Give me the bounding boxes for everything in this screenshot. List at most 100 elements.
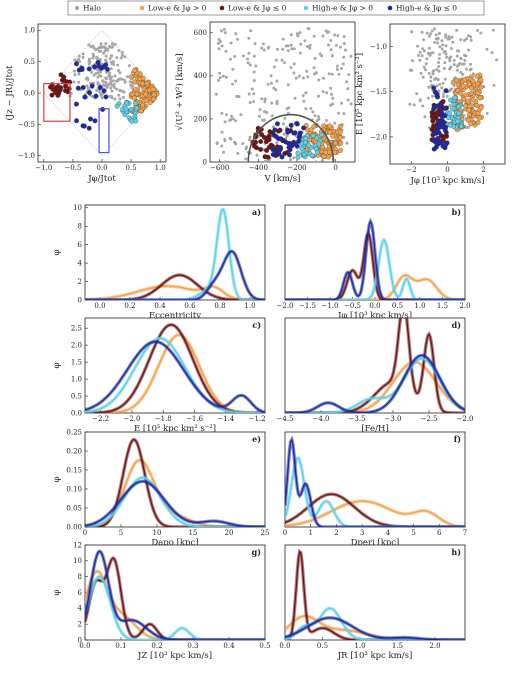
x-axis-label: Jφ [10³ kpc km/s] [409, 176, 484, 186]
halo-star [412, 103, 416, 107]
halo-star [267, 160, 271, 164]
halo-star [411, 59, 414, 63]
low-e-prograde-star [469, 85, 474, 91]
halo-star [425, 57, 429, 61]
halo-star [223, 120, 227, 124]
halo-star [87, 62, 91, 66]
kde-panel-g: 0.0 0.1 0.2 0.3 0.4 0.5 0 2 4 6 8 10 12 JZ [10³ kpc k… [52, 541, 271, 661]
halo-star [112, 42, 116, 46]
high-e-prograde-star [133, 118, 139, 124]
halo-star [313, 57, 317, 60]
halo-star [306, 27, 310, 31]
halo-star [461, 73, 465, 76]
halo-star [314, 160, 318, 164]
halo-star [304, 91, 308, 95]
kde-panel-f: 0 1 2 3 4 5 6 7 Dperi [kpc] f) [283, 431, 467, 548]
halo-star [427, 34, 431, 38]
halo-star [472, 72, 475, 76]
halo-star [449, 55, 453, 59]
x-tick-label: 2 [334, 529, 338, 537]
high-e-retrograde-star [87, 90, 92, 96]
halo-star [90, 95, 94, 98]
low-e-prograde-star [150, 86, 156, 92]
halo-star [111, 79, 115, 83]
halo-star [105, 85, 109, 89]
halo-star [298, 31, 302, 35]
low-e-prograde-star [466, 81, 472, 87]
low-e-prograde-star [140, 81, 146, 87]
panel-label: f) [454, 434, 461, 444]
halo-star [261, 118, 265, 122]
halo-star [255, 153, 259, 157]
legend-marker-lowe-neg [219, 5, 225, 11]
x-tick-label: 0.0 [96, 164, 107, 172]
halo-star [321, 34, 325, 38]
x-axis-label: Jφ [10³ kpc km/s] [337, 311, 412, 321]
halo-star [444, 33, 448, 37]
halo-star [234, 142, 238, 146]
x-tick-label: −1.6 [186, 415, 204, 423]
x-tick-label: 0.0 [369, 302, 380, 310]
high-e-retrograde-star [288, 122, 294, 128]
halo-star [321, 76, 325, 80]
kde-curve-series-3 [85, 341, 265, 413]
high-e-retrograde-star [273, 134, 279, 140]
halo-star [335, 64, 339, 68]
halo-star [495, 58, 499, 62]
halo-star [469, 35, 473, 39]
halo-star [317, 115, 321, 119]
halo-star [349, 54, 353, 58]
x-axis-label: JR [10³ kpc km/s] [337, 651, 413, 661]
high-e-prograde-star [128, 107, 134, 113]
halo-star [408, 68, 412, 72]
low-e-prograde-star [147, 100, 153, 106]
halo-star [260, 46, 264, 50]
halo-star [442, 95, 445, 99]
high-e-retrograde-star [86, 125, 92, 131]
halo-star [87, 43, 91, 47]
halo-star [123, 55, 127, 59]
halo-star [102, 51, 106, 55]
halo-star [94, 72, 98, 75]
halo-star [231, 82, 235, 86]
halo-star [298, 51, 302, 55]
halo-star [346, 98, 350, 102]
y-tick-label: −1.0 [18, 152, 35, 160]
halo-star [448, 59, 452, 63]
y-tick-label: 8 [78, 573, 82, 581]
high-e-prograde-star [310, 133, 316, 139]
x-axis-label: [Fe/H] [361, 424, 388, 434]
x-tick-label: 2.0 [429, 642, 440, 650]
low-e-prograde-star [332, 140, 338, 146]
halo-star [119, 56, 123, 60]
high-e-prograde-star [455, 118, 461, 124]
x-axis-label: V [km/s] [264, 174, 301, 184]
halo-star [349, 102, 353, 106]
y-tick-label: 6 [78, 589, 83, 597]
high-e-retrograde-star [443, 141, 449, 147]
halo-star [247, 36, 251, 40]
halo-star [447, 35, 451, 39]
low-e-prograde-star [478, 84, 484, 90]
x-axis-label: Jφ/Jtot [87, 174, 116, 184]
halo-star [237, 95, 241, 99]
low-e-prograde-star [143, 98, 149, 104]
halo-star [308, 43, 312, 47]
halo-star [274, 58, 278, 62]
y-axis-label: φ [52, 589, 62, 595]
high-e-retrograde-star [80, 85, 86, 90]
legend-marker-halo [75, 6, 79, 10]
halo-star [440, 47, 444, 51]
halo-star [266, 82, 270, 86]
halo-star [248, 138, 251, 142]
halo-star [427, 85, 431, 89]
halo-star [109, 67, 113, 71]
y-axis-label: φ [52, 362, 62, 368]
halo-star [120, 53, 124, 57]
halo-star [299, 42, 303, 46]
y-tick-label: 0.05 [66, 504, 82, 512]
halo-star [440, 39, 444, 43]
y-tick-label: −0.5 [18, 121, 35, 129]
halo-star [249, 29, 253, 33]
halo-star [422, 65, 426, 69]
